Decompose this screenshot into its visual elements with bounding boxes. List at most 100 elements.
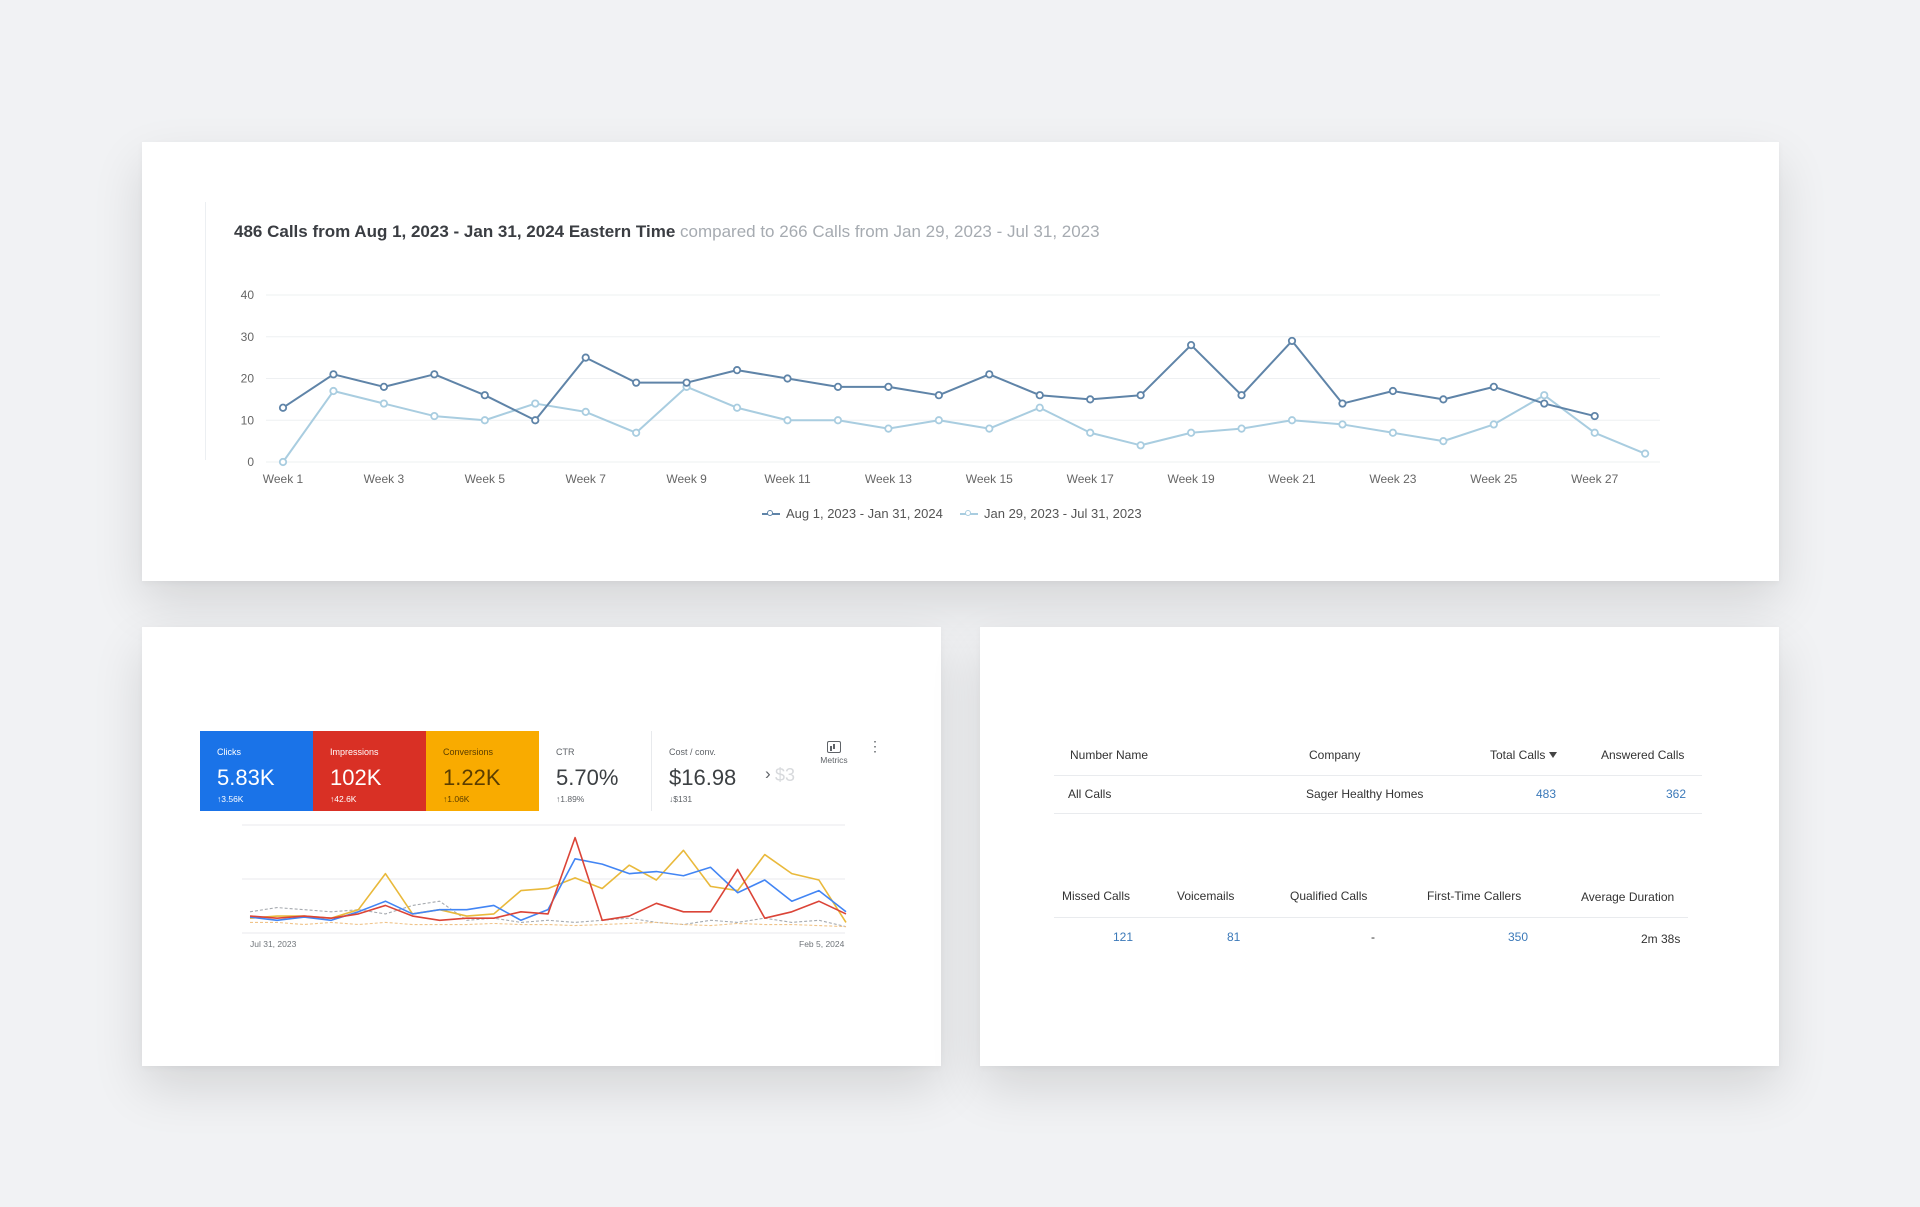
header-total-calls[interactable]: Total Calls [1490, 748, 1558, 762]
data-point[interactable] [581, 353, 590, 362]
metrics-button[interactable]: Metrics [818, 741, 850, 765]
data-point[interactable] [1035, 391, 1044, 400]
data-point[interactable] [1187, 428, 1196, 437]
data-point[interactable] [1590, 411, 1599, 421]
data-point[interactable] [480, 391, 489, 400]
data-point[interactable] [379, 399, 388, 408]
data-point[interactable] [783, 416, 792, 425]
data-point[interactable] [1136, 441, 1145, 450]
data-point[interactable] [531, 399, 540, 408]
data-point[interactable] [329, 386, 338, 396]
calls-title-compare: compared to 266 Calls from Jan 29, 2023 … [680, 222, 1100, 241]
data-point[interactable] [329, 370, 338, 379]
data-point[interactable] [1086, 428, 1095, 437]
cell-missed-calls-link[interactable]: 121 [1113, 930, 1134, 944]
data-point[interactable] [1439, 395, 1448, 404]
data-point[interactable] [531, 416, 540, 425]
legend-item-previous[interactable]: Jan 29, 2023 - Jul 31, 2023 [960, 506, 1142, 521]
data-point[interactable] [1187, 341, 1196, 350]
data-point[interactable] [1086, 395, 1095, 404]
header-first-time-callers[interactable]: First-Time Callers [1427, 889, 1522, 903]
data-point[interactable] [732, 403, 742, 412]
data-point[interactable] [682, 378, 691, 387]
data-point[interactable] [783, 374, 792, 383]
header-average-duration[interactable]: Average Duration [1581, 890, 1675, 904]
tile-label: Impressions [330, 747, 379, 757]
data-point[interactable] [379, 382, 388, 391]
data-point[interactable] [1641, 449, 1650, 458]
data-point[interactable] [1489, 420, 1498, 429]
more-vert-icon[interactable]: ⋮ [868, 738, 882, 754]
cell-answered-calls-link[interactable]: 362 [1666, 787, 1687, 801]
metric-tile-conversions[interactable]: Conversions 1.22K ↑1.06K [426, 731, 539, 811]
data-point[interactable] [480, 416, 489, 425]
data-point[interactable] [884, 382, 893, 391]
data-point[interactable] [833, 382, 843, 391]
cell-voicemails-link[interactable]: 81 [1227, 930, 1241, 944]
data-point[interactable] [1035, 403, 1044, 412]
data-point[interactable] [430, 411, 439, 421]
series-line [249, 858, 847, 922]
legend-item-current[interactable]: Aug 1, 2023 - Jan 31, 2024 [762, 506, 943, 521]
data-point[interactable] [1540, 399, 1549, 408]
data-point[interactable] [278, 403, 288, 412]
cell-first-time-callers-link[interactable]: 350 [1508, 930, 1529, 944]
chart-legend: Aug 1, 2023 - Jan 31, 2024 Jan 29, 2023 … [142, 503, 1779, 523]
data-point[interactable] [1338, 420, 1347, 429]
header-voicemails[interactable]: Voicemails [1177, 889, 1235, 903]
data-point[interactable] [884, 424, 893, 433]
data-point[interactable] [985, 370, 994, 379]
add-chart-icon [827, 741, 841, 753]
data-point[interactable] [1287, 416, 1297, 425]
data-point[interactable] [1540, 391, 1549, 400]
x-tick-label: Week 17 [1067, 472, 1114, 486]
data-point[interactable] [1439, 437, 1448, 446]
data-point[interactable] [1237, 391, 1246, 400]
ads-overview-card: Clicks 5.83K ↑3.56K Impressions 102K ↑42… [142, 627, 941, 1066]
data-point[interactable] [1237, 424, 1246, 433]
data-point[interactable] [833, 416, 843, 425]
calls-chart-card: 486 Calls from Aug 1, 2023 - Jan 31, 202… [142, 142, 1779, 581]
series-line [249, 836, 847, 922]
header-qualified-calls[interactable]: Qualified Calls [1290, 889, 1368, 903]
calls-chart-title: 486 Calls from Aug 1, 2023 - Jan 31, 202… [234, 222, 1100, 242]
data-point[interactable] [632, 428, 641, 437]
cell-number-name: All Calls [1068, 787, 1112, 801]
data-point[interactable] [934, 416, 943, 425]
data-point[interactable] [1287, 336, 1297, 346]
legend-label-current: Aug 1, 2023 - Jan 31, 2024 [786, 506, 943, 521]
data-point[interactable] [1388, 386, 1398, 396]
calls-title-main: 486 Calls from Aug 1, 2023 - Jan 31, 202… [234, 222, 676, 241]
metric-tile-cost-per-conv[interactable]: Cost / conv. $16.98 ↓$131 [652, 731, 765, 811]
header-number-name[interactable]: Number Name [1070, 748, 1149, 762]
cell-average-duration: 2m 38s [1641, 932, 1681, 946]
header-missed-calls[interactable]: Missed Calls [1062, 889, 1131, 903]
y-tick-label: 10 [241, 413, 255, 427]
x-tick-label: Week 27 [1571, 472, 1618, 486]
more-metrics-button[interactable]: › $3 [765, 731, 799, 811]
x-tick-label: Week 9 [666, 472, 707, 486]
header-answered-calls[interactable]: Answered Calls [1601, 748, 1685, 762]
data-point[interactable] [1590, 428, 1599, 437]
legend-marker-previous [960, 509, 978, 516]
data-point[interactable] [632, 378, 641, 387]
data-point[interactable] [1136, 391, 1145, 400]
metric-tile-ctr[interactable]: CTR 5.70% ↑1.89% [539, 731, 652, 811]
data-point[interactable] [1489, 382, 1498, 391]
data-point[interactable] [1388, 428, 1398, 437]
x-tick-label: Week 1 [263, 472, 304, 486]
data-point[interactable] [278, 457, 288, 467]
cell-total-calls-link[interactable]: 483 [1536, 787, 1557, 801]
data-point[interactable] [732, 366, 742, 375]
metric-tile-impressions[interactable]: Impressions 102K ↑42.6K [313, 731, 426, 811]
data-point[interactable] [934, 391, 943, 400]
data-point[interactable] [581, 407, 590, 416]
metric-tile-clicks[interactable]: Clicks 5.83K ↑3.56K [200, 731, 313, 811]
data-point[interactable] [985, 424, 994, 433]
faded-metric-value: $3 [775, 765, 796, 785]
metrics-label: Metrics [820, 755, 848, 765]
header-company[interactable]: Company [1309, 748, 1361, 762]
data-point[interactable] [430, 370, 439, 379]
series-line [282, 339, 1595, 422]
data-point[interactable] [1338, 399, 1347, 408]
